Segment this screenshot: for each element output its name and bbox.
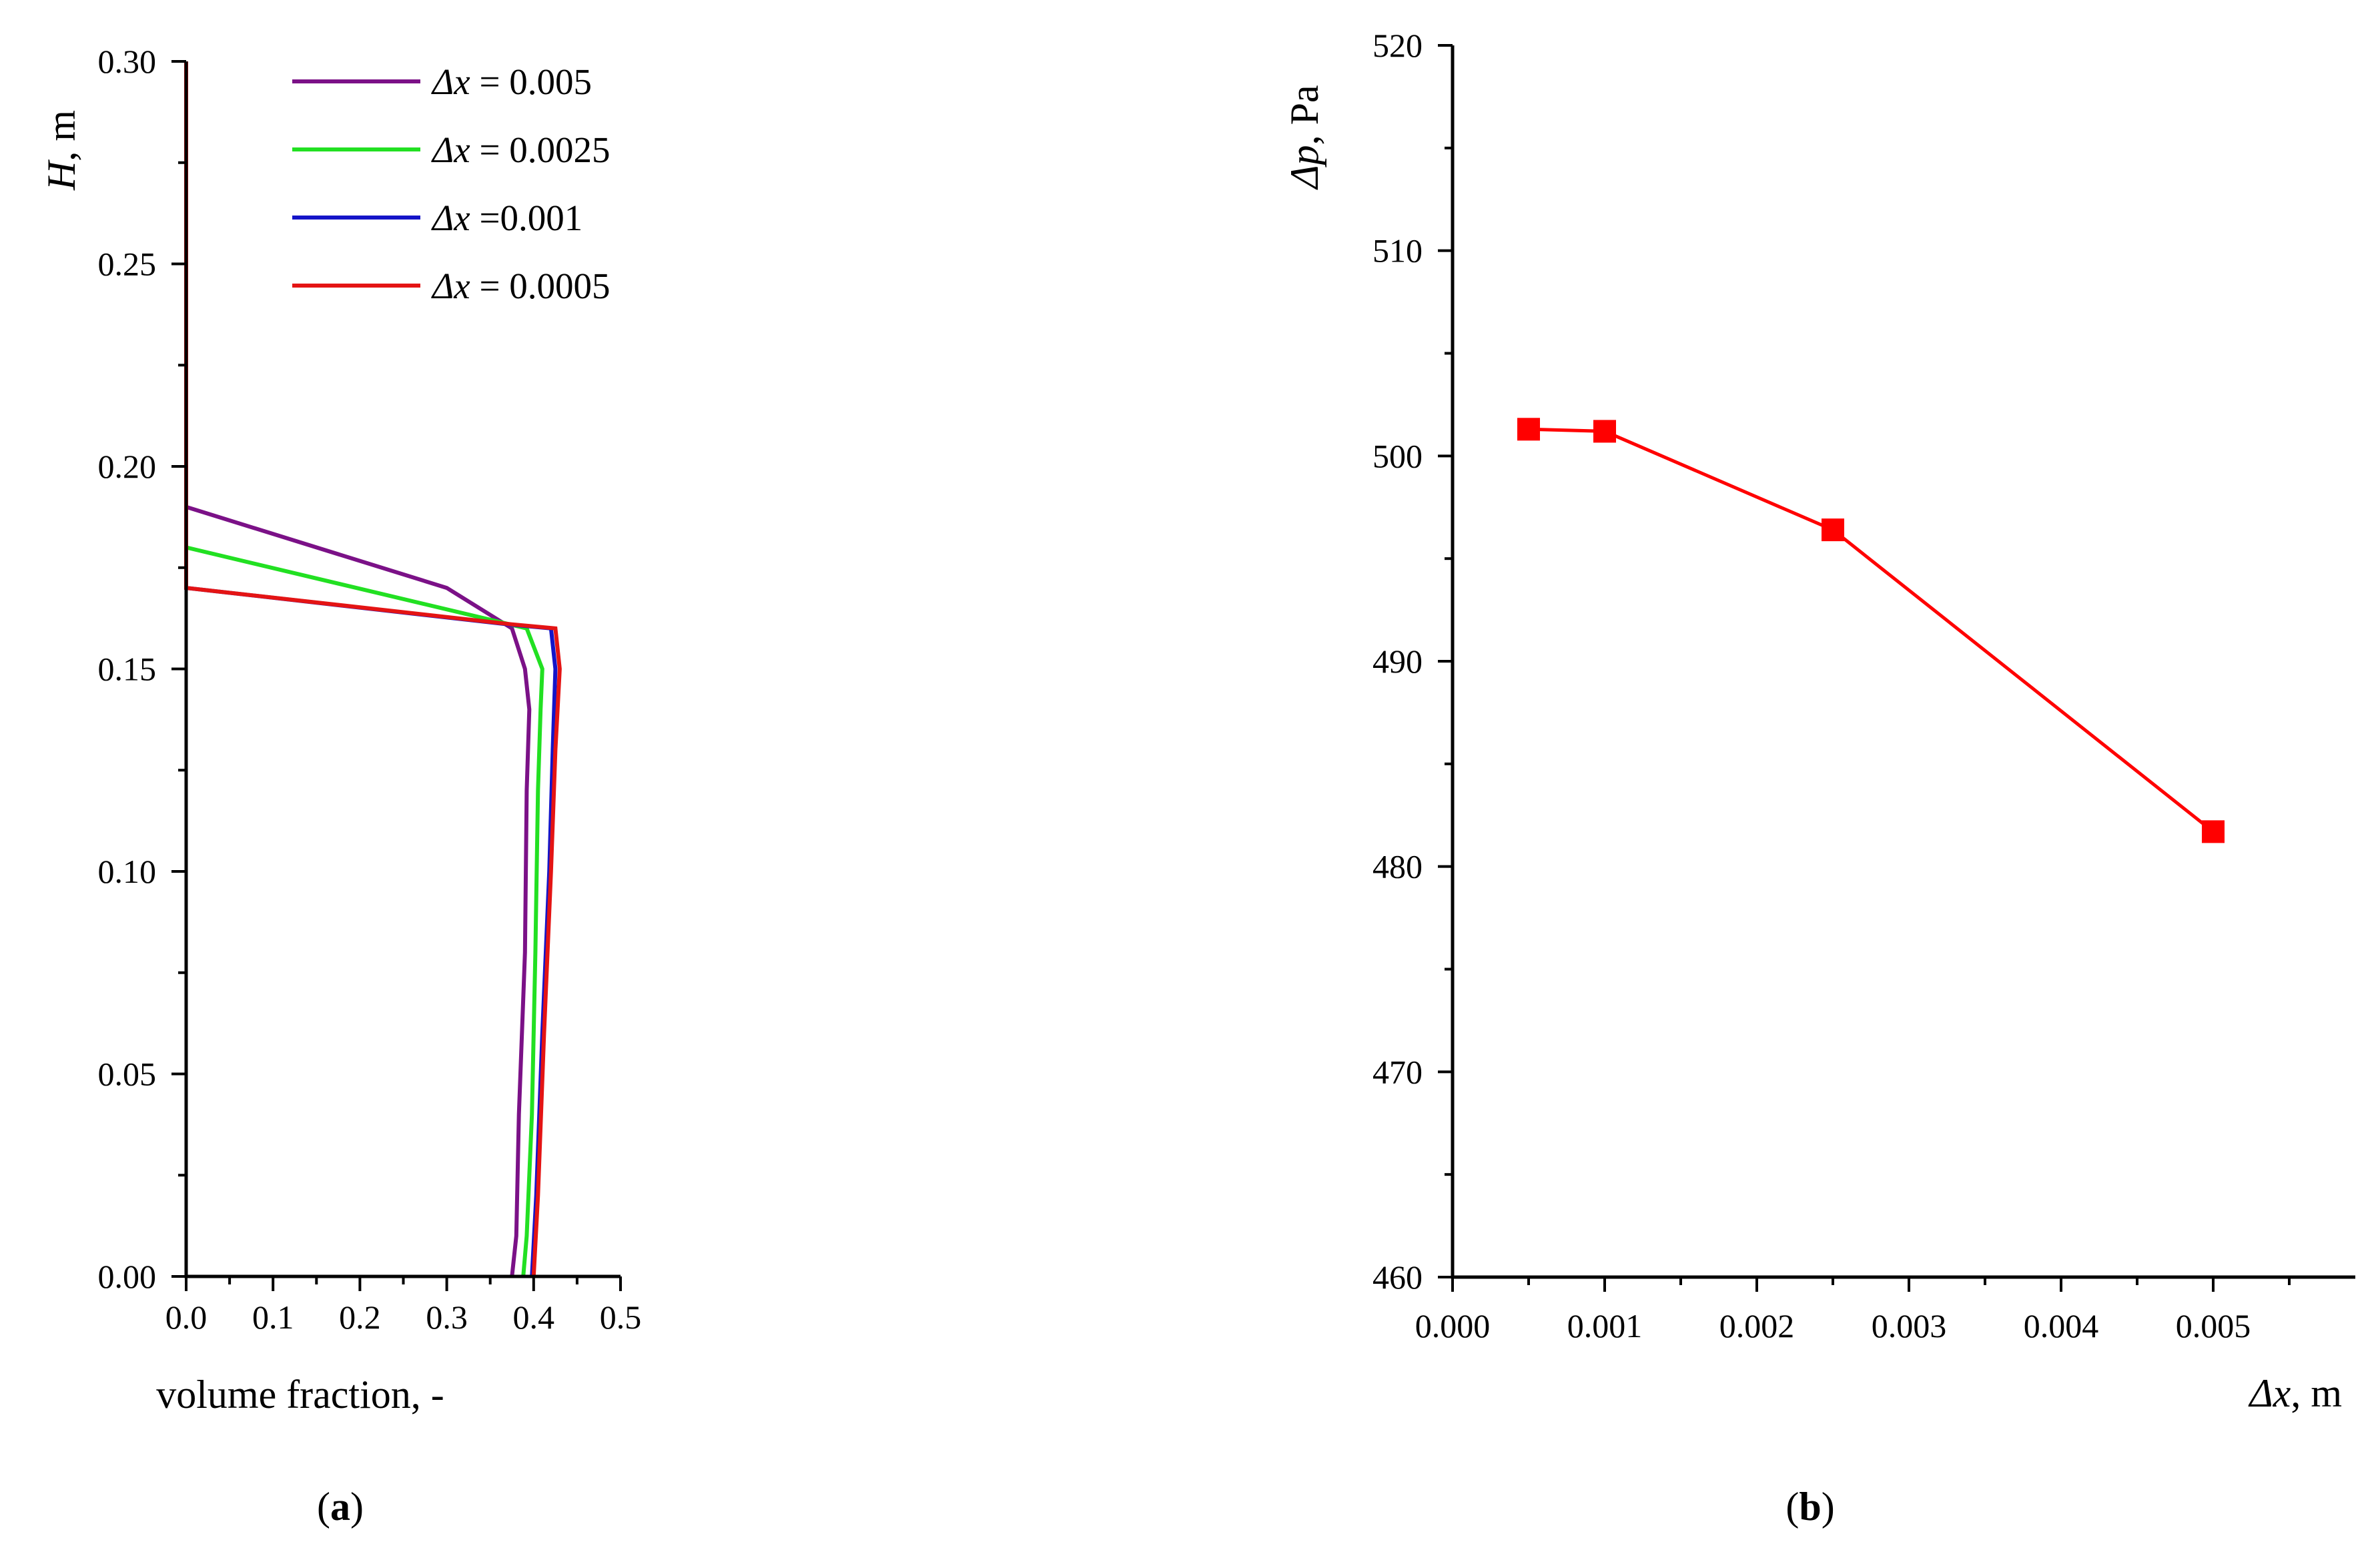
chart-a-x-tick-label: 0.2 (339, 1298, 381, 1336)
chart-b-y-tick-label: 470 (1372, 1053, 1423, 1090)
chart-b-y-tick-label: 500 (1372, 437, 1423, 474)
chart-a-x-axis-title: volume fraction, - (156, 1373, 444, 1417)
chart-a-y-axis-title: H, m (39, 110, 83, 191)
chart-a-legend-label-1: Δx = 0.005 (431, 61, 592, 102)
chart-b-y-axis-unit: , Pa (1282, 85, 1326, 145)
chart-a-series-line-4 (184, 61, 562, 1277)
chart-a: 0.0 0.1 0.2 0.3 0.4 0.5 0.00 0.05 0.10 0.15 0.20 0.… (39, 43, 641, 1529)
chart-b-point-3 (1822, 518, 1844, 542)
chart-b-x-axis-unit: , m (2291, 1371, 2342, 1415)
chart-b-x-tick-label: 0.003 (1872, 1307, 1947, 1344)
chart-a-x-tick-label: 0.1 (252, 1298, 294, 1336)
chart-b-point-2 (1593, 420, 1616, 443)
chart-b-y-tick-label: 490 (1372, 643, 1423, 680)
chart-a-legend-label-2: Δx = 0.0025 (431, 129, 610, 170)
chart-b-x-tick-label: 0.000 (1415, 1307, 1491, 1344)
chart-a-y-tick-label: 0.30 (98, 43, 157, 80)
chart-a-series-line-1 (184, 61, 532, 1277)
chart-a-axes: 0.0 0.1 0.2 0.3 0.4 0.5 0.00 0.05 0.10 0.15 0.20 0.… (98, 43, 642, 1336)
chart-b-series (1517, 418, 2225, 843)
chart-b-y-tick-label: 520 (1372, 27, 1423, 64)
chart-b-x-tick-label: 0.001 (1567, 1307, 1643, 1344)
chart-a-y-axis-unit: , m (39, 110, 83, 161)
chart-a-series-line-2 (184, 61, 544, 1277)
chart-b-series-line (1528, 427, 2215, 833)
chart-b: 0.000 0.001 0.002 0.003 0.004 0.005 460 470 480 4… (1282, 27, 2355, 1529)
chart-b-y-axis-title: Δp, Pa (1282, 85, 1326, 189)
chart-b-caption: (b) (1786, 1485, 1834, 1529)
chart-a-y-tick-label: 0.05 (98, 1056, 157, 1093)
chart-b-point-4 (2202, 820, 2225, 843)
chart-b-axes: 0.000 0.001 0.002 0.003 0.004 0.005 460 470 480 4… (1372, 27, 2355, 1344)
chart-a-caption: (a) (317, 1485, 364, 1529)
chart-b-x-axis-symbol: Δx (2248, 1371, 2291, 1415)
chart-b-y-tick-label: 480 (1372, 848, 1423, 885)
chart-b-y-axis-symbol: Δp (1282, 145, 1326, 189)
chart-a-legend: Δx = 0.005 Δx = 0.0025 Δx =0.001 Δx = 0.000… (292, 61, 610, 306)
chart-b-point-1 (1517, 418, 1540, 441)
chart-a-y-tick-label: 0.10 (98, 853, 157, 890)
chart-a-x-tick-label: 0.4 (513, 1298, 555, 1336)
chart-a-y-axis-symbol: H (39, 159, 83, 191)
chart-b-x-tick-label: 0.004 (2024, 1307, 2099, 1344)
chart-a-series-line-3 (184, 61, 558, 1277)
chart-b-y-tick-label: 460 (1372, 1258, 1423, 1296)
chart-a-x-tick-label: 0.3 (426, 1298, 468, 1336)
chart-b-x-axis-title: Δx, m (2248, 1371, 2342, 1415)
chart-a-y-tick-label: 0.00 (98, 1258, 157, 1295)
chart-b-y-tick-label: 510 (1372, 232, 1423, 270)
chart-a-legend-label-3: Δx =0.001 (431, 198, 582, 238)
chart-a-y-tick-label: 0.15 (98, 651, 157, 688)
chart-a-x-tick-label: 0.5 (600, 1298, 642, 1336)
chart-b-x-tick-label: 0.005 (2176, 1307, 2251, 1344)
chart-a-series (184, 61, 562, 1277)
chart-b-x-tick-label: 0.002 (1719, 1307, 1795, 1344)
chart-a-x-tick-label: 0.0 (165, 1298, 208, 1336)
chart-a-y-tick-label: 0.25 (98, 246, 157, 283)
chart-a-legend-label-4: Δx = 0.0005 (431, 266, 610, 306)
chart-a-y-tick-label: 0.20 (98, 448, 157, 485)
